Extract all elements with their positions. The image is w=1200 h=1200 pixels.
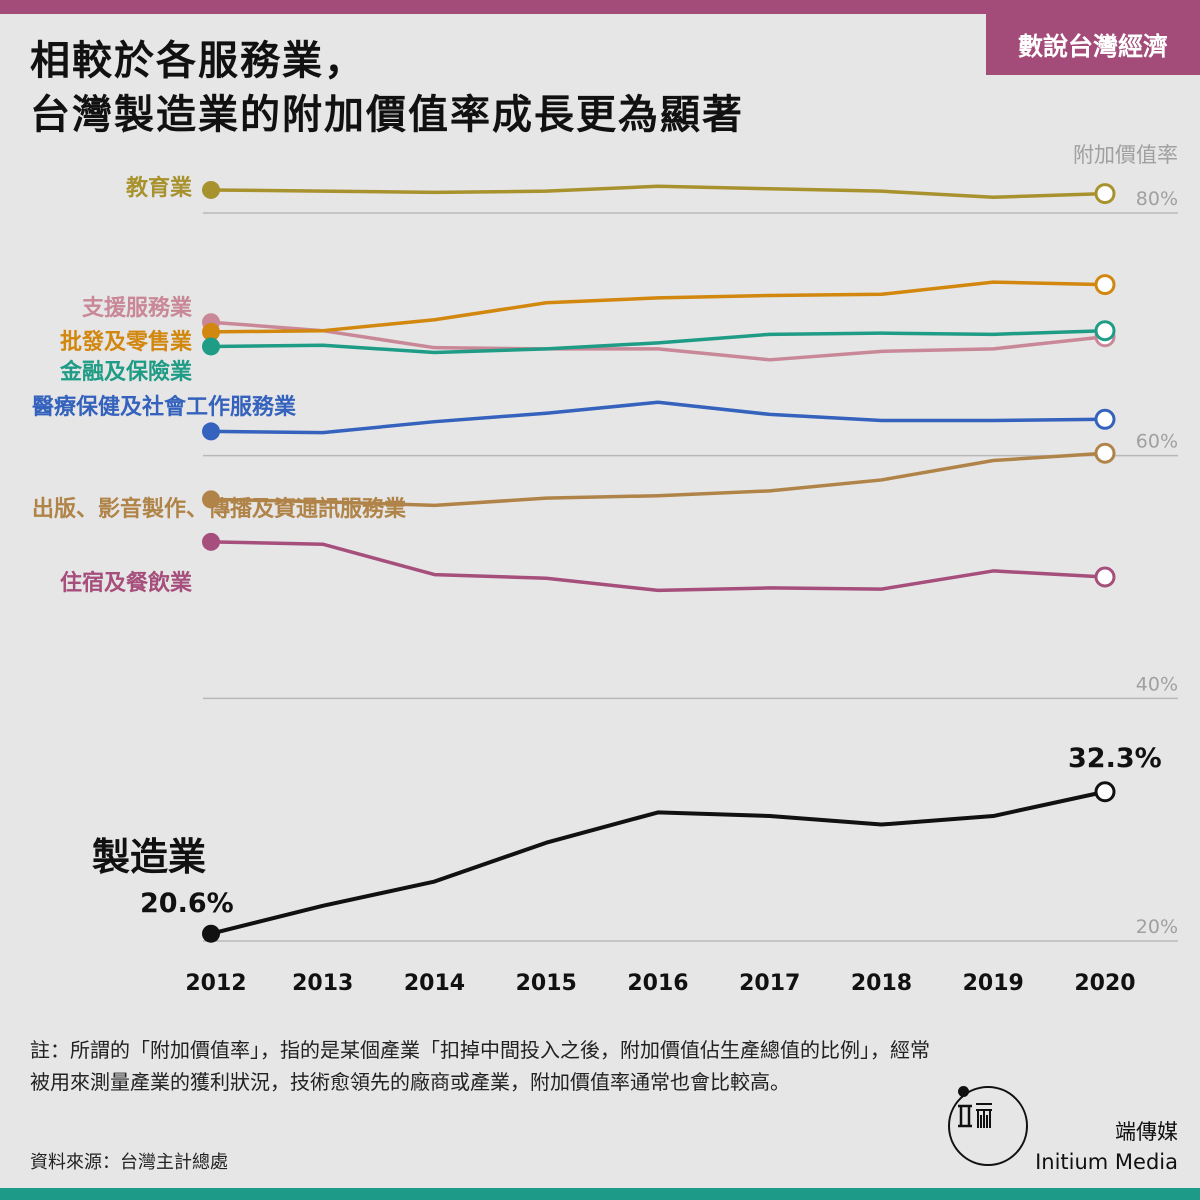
start-point-marker bbox=[202, 532, 220, 551]
x-tick-label: 2017 bbox=[739, 971, 800, 996]
title-line-2: 台灣製造業的附加價值率成長更為顯著 bbox=[30, 92, 744, 138]
series-label-manufacturing: 製造業 bbox=[92, 835, 206, 879]
y-tick-label: 20% bbox=[1136, 916, 1178, 938]
start-point-marker bbox=[202, 337, 220, 356]
start-point-marker bbox=[202, 924, 220, 943]
brand-name-cn: 端傳媒 bbox=[1115, 1120, 1178, 1144]
series-label-finance: 金融及保險業 bbox=[59, 359, 193, 385]
initium-logo bbox=[948, 1086, 1028, 1166]
data-source: 資料來源：台灣主計總處 bbox=[30, 1152, 228, 1173]
x-tick-label: 2018 bbox=[851, 971, 912, 996]
top-accent-bar bbox=[0, 0, 1200, 14]
x-tick-label: 2020 bbox=[1074, 971, 1135, 996]
end-point-marker bbox=[1094, 408, 1116, 430]
y-tick-label: 80% bbox=[1136, 188, 1178, 210]
x-tick-label: 2015 bbox=[516, 971, 577, 996]
series-line bbox=[210, 320, 1106, 362]
series-label-education: 教育業 bbox=[126, 175, 193, 201]
bottom-accent-bar bbox=[0, 1188, 1200, 1200]
start-point-marker bbox=[202, 490, 220, 509]
x-tick-label: 2019 bbox=[963, 971, 1024, 996]
y-tick-label: 40% bbox=[1136, 673, 1178, 695]
series-tag: 數說台灣經濟 bbox=[986, 14, 1200, 75]
end-point-marker bbox=[1094, 183, 1116, 205]
chart-title: 相較於各服務業， 台灣製造業的附加價值率成長更為顯著 bbox=[30, 34, 744, 142]
logo-dot bbox=[958, 1086, 969, 1097]
series-line bbox=[210, 540, 1106, 593]
end-point-marker bbox=[1094, 442, 1116, 464]
series-line bbox=[210, 184, 1106, 199]
series-label-retail: 批發及零售業 bbox=[60, 329, 193, 355]
start-point-marker bbox=[202, 322, 220, 341]
start-point-marker bbox=[202, 180, 220, 199]
series-label-hospitality: 住宿及餐飲業 bbox=[60, 570, 193, 596]
y-axis-title: 附加價值率 bbox=[1073, 143, 1178, 167]
series-line bbox=[210, 451, 1106, 508]
series-line bbox=[210, 789, 1106, 936]
series-line bbox=[210, 400, 1106, 435]
data-label-end: 32.3% bbox=[1068, 743, 1162, 774]
logo-mark bbox=[956, 1102, 996, 1134]
series-line bbox=[210, 328, 1106, 355]
brand-name-en: Initium Media bbox=[1035, 1150, 1178, 1174]
series-label-health: 醫療保健及社會工作服務業 bbox=[32, 394, 297, 420]
series-label-publishing: 出版、影音製作、傳播及資通訊服務業 bbox=[32, 496, 407, 522]
end-point-marker bbox=[1094, 320, 1116, 342]
end-point-marker bbox=[1094, 274, 1116, 296]
title-line-1: 相較於各服務業， bbox=[30, 38, 366, 84]
data-label-start: 20.6% bbox=[140, 888, 234, 919]
end-point-marker bbox=[1094, 566, 1116, 588]
line-chart: 80% 60% 40% 20% 附加價值率 2012 2013 2014 2015 2016 201… bbox=[32, 143, 1178, 996]
series-line bbox=[210, 280, 1106, 334]
footnote: 註：所謂的「附加價值率」，指的是某個產業「扣掉中間投入之後，附加價值佔生產總值的… bbox=[30, 1038, 930, 1094]
x-tick-label: 2016 bbox=[627, 971, 688, 996]
x-tick-label: 2014 bbox=[404, 971, 465, 996]
y-tick-label: 60% bbox=[1136, 431, 1178, 453]
series-label-support: 支援服務業 bbox=[82, 295, 193, 321]
x-tick-label: 2012 bbox=[185, 971, 246, 996]
start-point-marker bbox=[202, 422, 220, 441]
x-tick-label: 2013 bbox=[292, 971, 353, 996]
end-point-marker bbox=[1094, 781, 1116, 803]
